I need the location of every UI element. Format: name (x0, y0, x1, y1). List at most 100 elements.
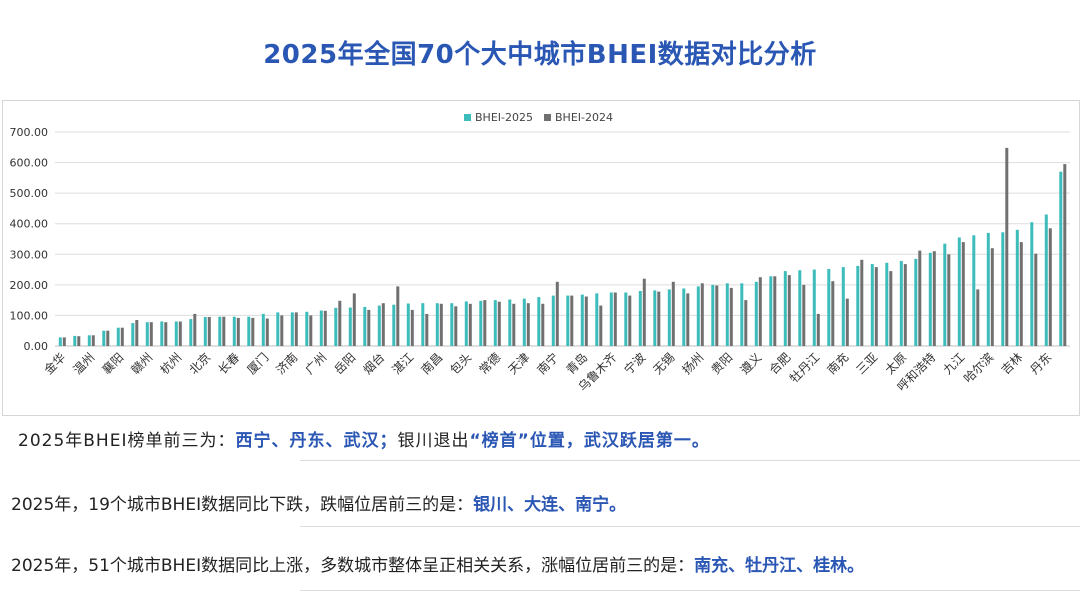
x-tick-label: 吉林 (998, 350, 1025, 377)
bar-2025 (319, 310, 323, 346)
bar-2024 (932, 251, 936, 346)
bar-2025 (580, 294, 584, 346)
bar-2025 (841, 267, 845, 346)
x-tick-label: 牡丹江 (786, 350, 822, 386)
x-tick-label: 包头 (447, 350, 474, 377)
bar-2025 (102, 330, 106, 346)
bar-2025 (624, 292, 628, 346)
bar-2025 (160, 321, 164, 346)
x-tick-label: 遵义 (737, 350, 765, 378)
bar-2024 (367, 309, 371, 346)
divider-1 (300, 460, 1080, 461)
bar-2025 (914, 258, 918, 346)
x-tick-label: 湛江 (389, 350, 416, 377)
bar-2025 (943, 243, 947, 346)
bar-2025 (798, 270, 802, 346)
bar-2024 (1063, 164, 1067, 346)
bar-2025 (725, 283, 729, 346)
bar-2025 (1030, 222, 1034, 346)
bar-2025 (392, 304, 396, 346)
bar-2024 (512, 303, 516, 346)
bar-2024 (628, 295, 632, 346)
y-tick-label: 500.00 (10, 187, 49, 200)
bar-2024 (265, 318, 269, 346)
bar-2024 (309, 315, 313, 346)
bar-2025 (986, 232, 990, 346)
bar-2024 (889, 271, 893, 346)
y-tick-label: 300.00 (10, 248, 49, 261)
note-2-prefix: 2025年，19个城市BHEI数据同比下跌，跌幅位居前三的是： (11, 495, 474, 515)
bar-2024 (120, 327, 124, 346)
x-tick-label: 襄阳 (99, 350, 127, 378)
bar-2025 (682, 288, 686, 346)
x-tick-label: 温州 (70, 350, 97, 377)
bar-2024 (294, 312, 298, 346)
bar-2025 (450, 303, 454, 346)
bar-2024 (541, 303, 545, 346)
x-tick-label: 岳阳 (331, 350, 358, 377)
bar-2024 (758, 277, 762, 346)
bar-2024 (439, 303, 443, 346)
bar-2025 (377, 305, 381, 346)
note-1: 2025年BHEI榜单前三为：西宁、丹东、武汉；银川退出“榜首”位置，武汉跃居第… (18, 426, 710, 451)
legend-label-2025: BHEI-2025 (475, 111, 533, 124)
bar-2025 (609, 292, 613, 346)
bar-2024 (62, 337, 66, 346)
bar-2025 (334, 307, 338, 346)
x-tick-label: 金华 (41, 350, 69, 378)
y-tick-label: 600.00 (10, 157, 49, 170)
bar-2024 (1034, 253, 1038, 346)
bar-2025 (667, 289, 671, 346)
bar-2024 (570, 295, 574, 346)
bar-2025 (551, 295, 555, 346)
bar-2024 (251, 317, 255, 346)
bar-2025 (566, 295, 570, 346)
bar-2025 (189, 319, 193, 346)
bar-2024 (715, 285, 719, 346)
bar-2024 (164, 322, 168, 346)
divider-2 (300, 526, 1080, 527)
bar-2024 (149, 322, 153, 346)
bar-2024 (497, 301, 501, 346)
bar-2024 (222, 316, 226, 346)
chart-svg: 0.00 100.00 200.00 300.00 400.00 500.00 600.00… (10, 111, 1070, 394)
bar-2024 (236, 317, 240, 346)
bar-2024 (584, 296, 588, 346)
x-tick-label: 南昌 (418, 350, 446, 378)
bar-2025 (595, 293, 599, 346)
bar-2024 (845, 298, 849, 346)
bar-2024 (802, 284, 806, 346)
bar-2024 (657, 291, 661, 346)
note-3-prefix: 2025年，51个城市BHEI数据同比上涨，多数城市整体呈正相关关系，涨幅位居前… (11, 556, 695, 576)
x-tick-label: 丹东 (1027, 350, 1054, 377)
bar-2024 (700, 283, 704, 346)
legend-label-2024: BHEI-2024 (555, 111, 613, 124)
x-tick-label: 烟台 (360, 350, 388, 378)
legend-swatch-2024 (544, 114, 551, 121)
bar-2025 (1044, 214, 1048, 346)
bar-2024 (410, 309, 414, 346)
bar-2025 (348, 307, 352, 346)
x-tick-label: 赣州 (128, 350, 155, 377)
bar-2025 (290, 312, 294, 346)
bar-2025 (493, 300, 497, 346)
bar-2025 (885, 262, 889, 346)
bar-chart: 0.00 100.00 200.00 300.00 400.00 500.00 600.00… (2, 100, 1080, 416)
x-tick-label: 常德 (476, 350, 504, 378)
bar-2024 (831, 281, 835, 346)
bar-2024 (918, 250, 922, 346)
bar-2024 (338, 300, 342, 346)
x-tick-label: 长春 (215, 350, 242, 377)
bar-2024 (106, 330, 110, 346)
bar-2025 (711, 284, 715, 346)
x-tick-label: 杭州 (157, 350, 185, 378)
bar-2024 (396, 286, 400, 346)
x-tick-label: 天津 (505, 350, 532, 377)
bar-2025 (363, 306, 367, 346)
x-tick-label: 广州 (302, 350, 329, 377)
y-tick-label: 100.00 (10, 309, 49, 322)
x-tick-label: 哈尔滨 (960, 350, 996, 386)
bar-2025 (972, 235, 976, 346)
bar-2025 (827, 269, 831, 346)
bar-2024 (729, 287, 733, 346)
